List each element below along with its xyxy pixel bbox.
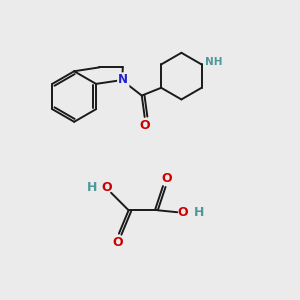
Text: O: O: [101, 182, 112, 194]
Text: NH: NH: [205, 58, 222, 68]
Text: O: O: [178, 206, 188, 219]
Text: O: O: [140, 119, 150, 132]
Text: N: N: [118, 74, 128, 86]
Text: O: O: [112, 236, 123, 249]
Text: H: H: [194, 206, 204, 219]
Text: H: H: [86, 182, 97, 194]
Text: O: O: [161, 172, 172, 185]
